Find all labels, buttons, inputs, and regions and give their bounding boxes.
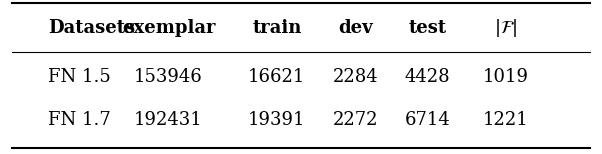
Text: 192431: 192431 — [134, 111, 203, 129]
Text: train: train — [252, 19, 302, 37]
Text: 6714: 6714 — [405, 111, 450, 129]
Text: FN 1.7: FN 1.7 — [48, 111, 111, 129]
Text: dev: dev — [338, 19, 373, 37]
Text: 153946: 153946 — [134, 68, 203, 86]
Text: test: test — [408, 19, 447, 37]
Text: 2284: 2284 — [332, 68, 378, 86]
Text: exemplar: exemplar — [122, 19, 216, 37]
Text: $|\mathcal{F}|$: $|\mathcal{F}|$ — [494, 17, 518, 39]
Text: FN 1.5: FN 1.5 — [48, 68, 111, 86]
Text: 2272: 2272 — [332, 111, 378, 129]
Text: 16621: 16621 — [248, 68, 306, 86]
Text: 1019: 1019 — [483, 68, 529, 86]
Text: Datasets: Datasets — [48, 19, 135, 37]
Text: 19391: 19391 — [248, 111, 306, 129]
Text: 4428: 4428 — [405, 68, 450, 86]
Text: 1221: 1221 — [483, 111, 529, 129]
